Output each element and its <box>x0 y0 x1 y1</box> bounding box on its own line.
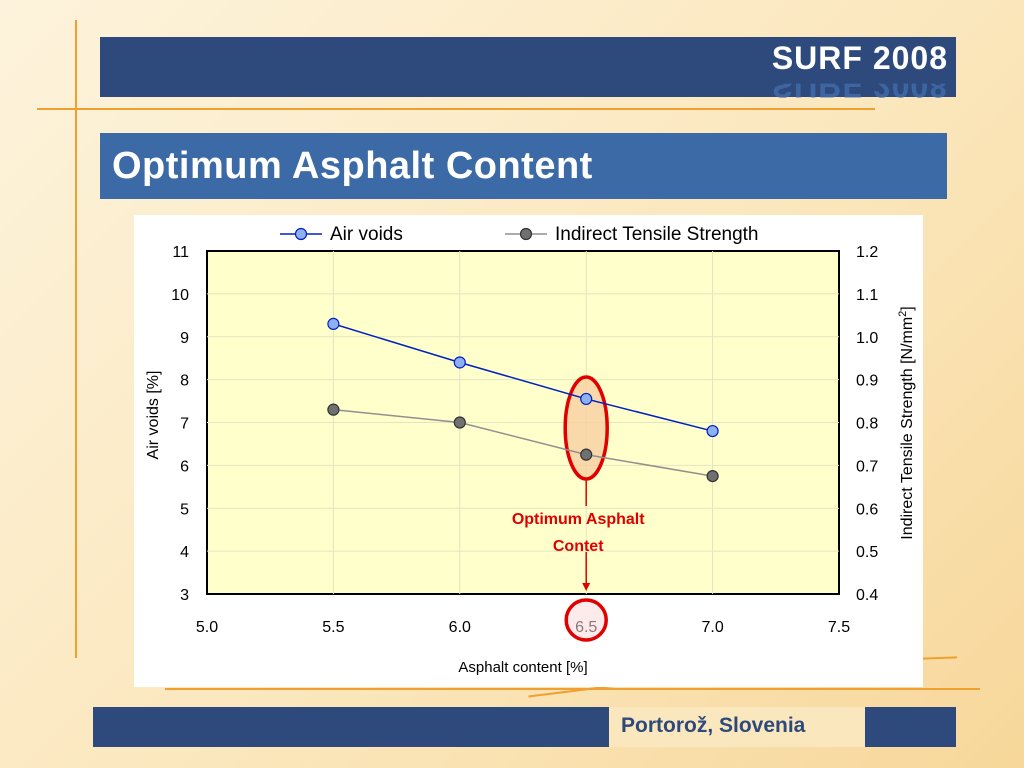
y2-tick-label: 0.6 <box>856 501 878 518</box>
legend-its-label: Indirect Tensile Strength <box>555 224 759 245</box>
grid-lines <box>207 251 839 594</box>
y2-tick-label: 0.8 <box>856 416 878 433</box>
x-axis-title: Asphalt content [%] <box>458 659 587 676</box>
y2-tick-label: 1.0 <box>856 330 878 347</box>
optimum-highlight-ellipse <box>563 375 609 481</box>
y2-tick-label: 0.7 <box>856 458 878 475</box>
optimum-x-tick-highlight <box>564 598 608 642</box>
annotation-arrowhead <box>582 583 591 591</box>
footer-location: Portorož, Slovenia <box>621 714 806 737</box>
y2-axis-title-main: Indirect Tensile Strength [N/mm <box>899 317 916 540</box>
air-voids-point <box>453 356 466 369</box>
chart: 5.05.56.06.57.07.5345678910110.40.50.60.… <box>145 224 916 676</box>
footer-location-box: Portorož, Slovenia <box>609 707 865 747</box>
y-axis-title: Air voids [%] <box>145 371 162 460</box>
legend-air-voids-marker <box>294 227 308 241</box>
its-line <box>333 408 713 477</box>
its-point <box>453 416 466 429</box>
y2-axis-title: Indirect Tensile Strength [N/mm2] <box>897 306 916 539</box>
its-point <box>706 469 719 483</box>
air-voids-point <box>327 317 340 330</box>
air-voids-point <box>706 424 719 438</box>
y2-tick-label: 1.1 <box>856 287 878 304</box>
y-tick-label: 10 <box>171 287 189 304</box>
y2-tick-label: 1.2 <box>856 244 878 261</box>
deco-slant-line-right <box>921 656 958 660</box>
y-tick-label: 8 <box>180 373 189 390</box>
y2-axis-title-sup: 2 <box>897 311 909 317</box>
x-tick-label: 7.5 <box>828 619 850 636</box>
y-tick-label: 7 <box>180 416 189 433</box>
footer-bar: Portorož, Slovenia <box>93 707 956 747</box>
air-voids-point <box>580 392 593 406</box>
y-tick-label: 4 <box>180 544 189 561</box>
chart-panel: 5.05.56.06.57.07.5345678910110.40.50.60.… <box>134 215 923 687</box>
conference-logo: SURF 2008 <box>771 40 948 76</box>
air-voids-line <box>333 323 713 432</box>
its-point <box>580 448 593 461</box>
x-tick-label: 6.0 <box>449 619 471 636</box>
axis-ticks: 5.05.56.06.57.07.5345678910110.40.50.60.… <box>171 244 878 636</box>
legend-its-marker <box>519 227 533 241</box>
y-tick-label: 9 <box>180 330 189 347</box>
title-bar: Optimum Asphalt Content <box>100 133 947 199</box>
annotation-text-line1: Optimum Asphalt <box>512 511 645 528</box>
legend: Air voids Indirect Tensile Strength <box>280 224 759 245</box>
y-tick-label: 11 <box>172 244 189 261</box>
its-point <box>327 403 340 416</box>
deco-vertical-line <box>75 20 77 658</box>
y-tick-label: 5 <box>180 501 189 518</box>
annotation-text-line2: Contet <box>553 538 604 555</box>
header-bar: SURF 2008 SURF 2008 <box>100 37 956 97</box>
y-tick-label: 6 <box>180 458 189 475</box>
slide-title: Optimum Asphalt Content <box>112 145 593 187</box>
y2-tick-label: 0.4 <box>856 587 878 604</box>
y-tick-label: 3 <box>180 587 189 604</box>
x-tick-label: 5.0 <box>196 619 218 636</box>
x-tick-label: 7.0 <box>701 619 723 636</box>
y2-tick-label: 0.9 <box>856 373 878 390</box>
y2-axis-title-end: ] <box>899 306 916 310</box>
y2-tick-label: 0.5 <box>856 544 878 561</box>
deco-horizontal-line-top <box>37 108 875 110</box>
legend-air-voids-label: Air voids <box>330 224 403 245</box>
data-series <box>327 317 719 483</box>
x-tick-label: 5.5 <box>322 619 344 636</box>
